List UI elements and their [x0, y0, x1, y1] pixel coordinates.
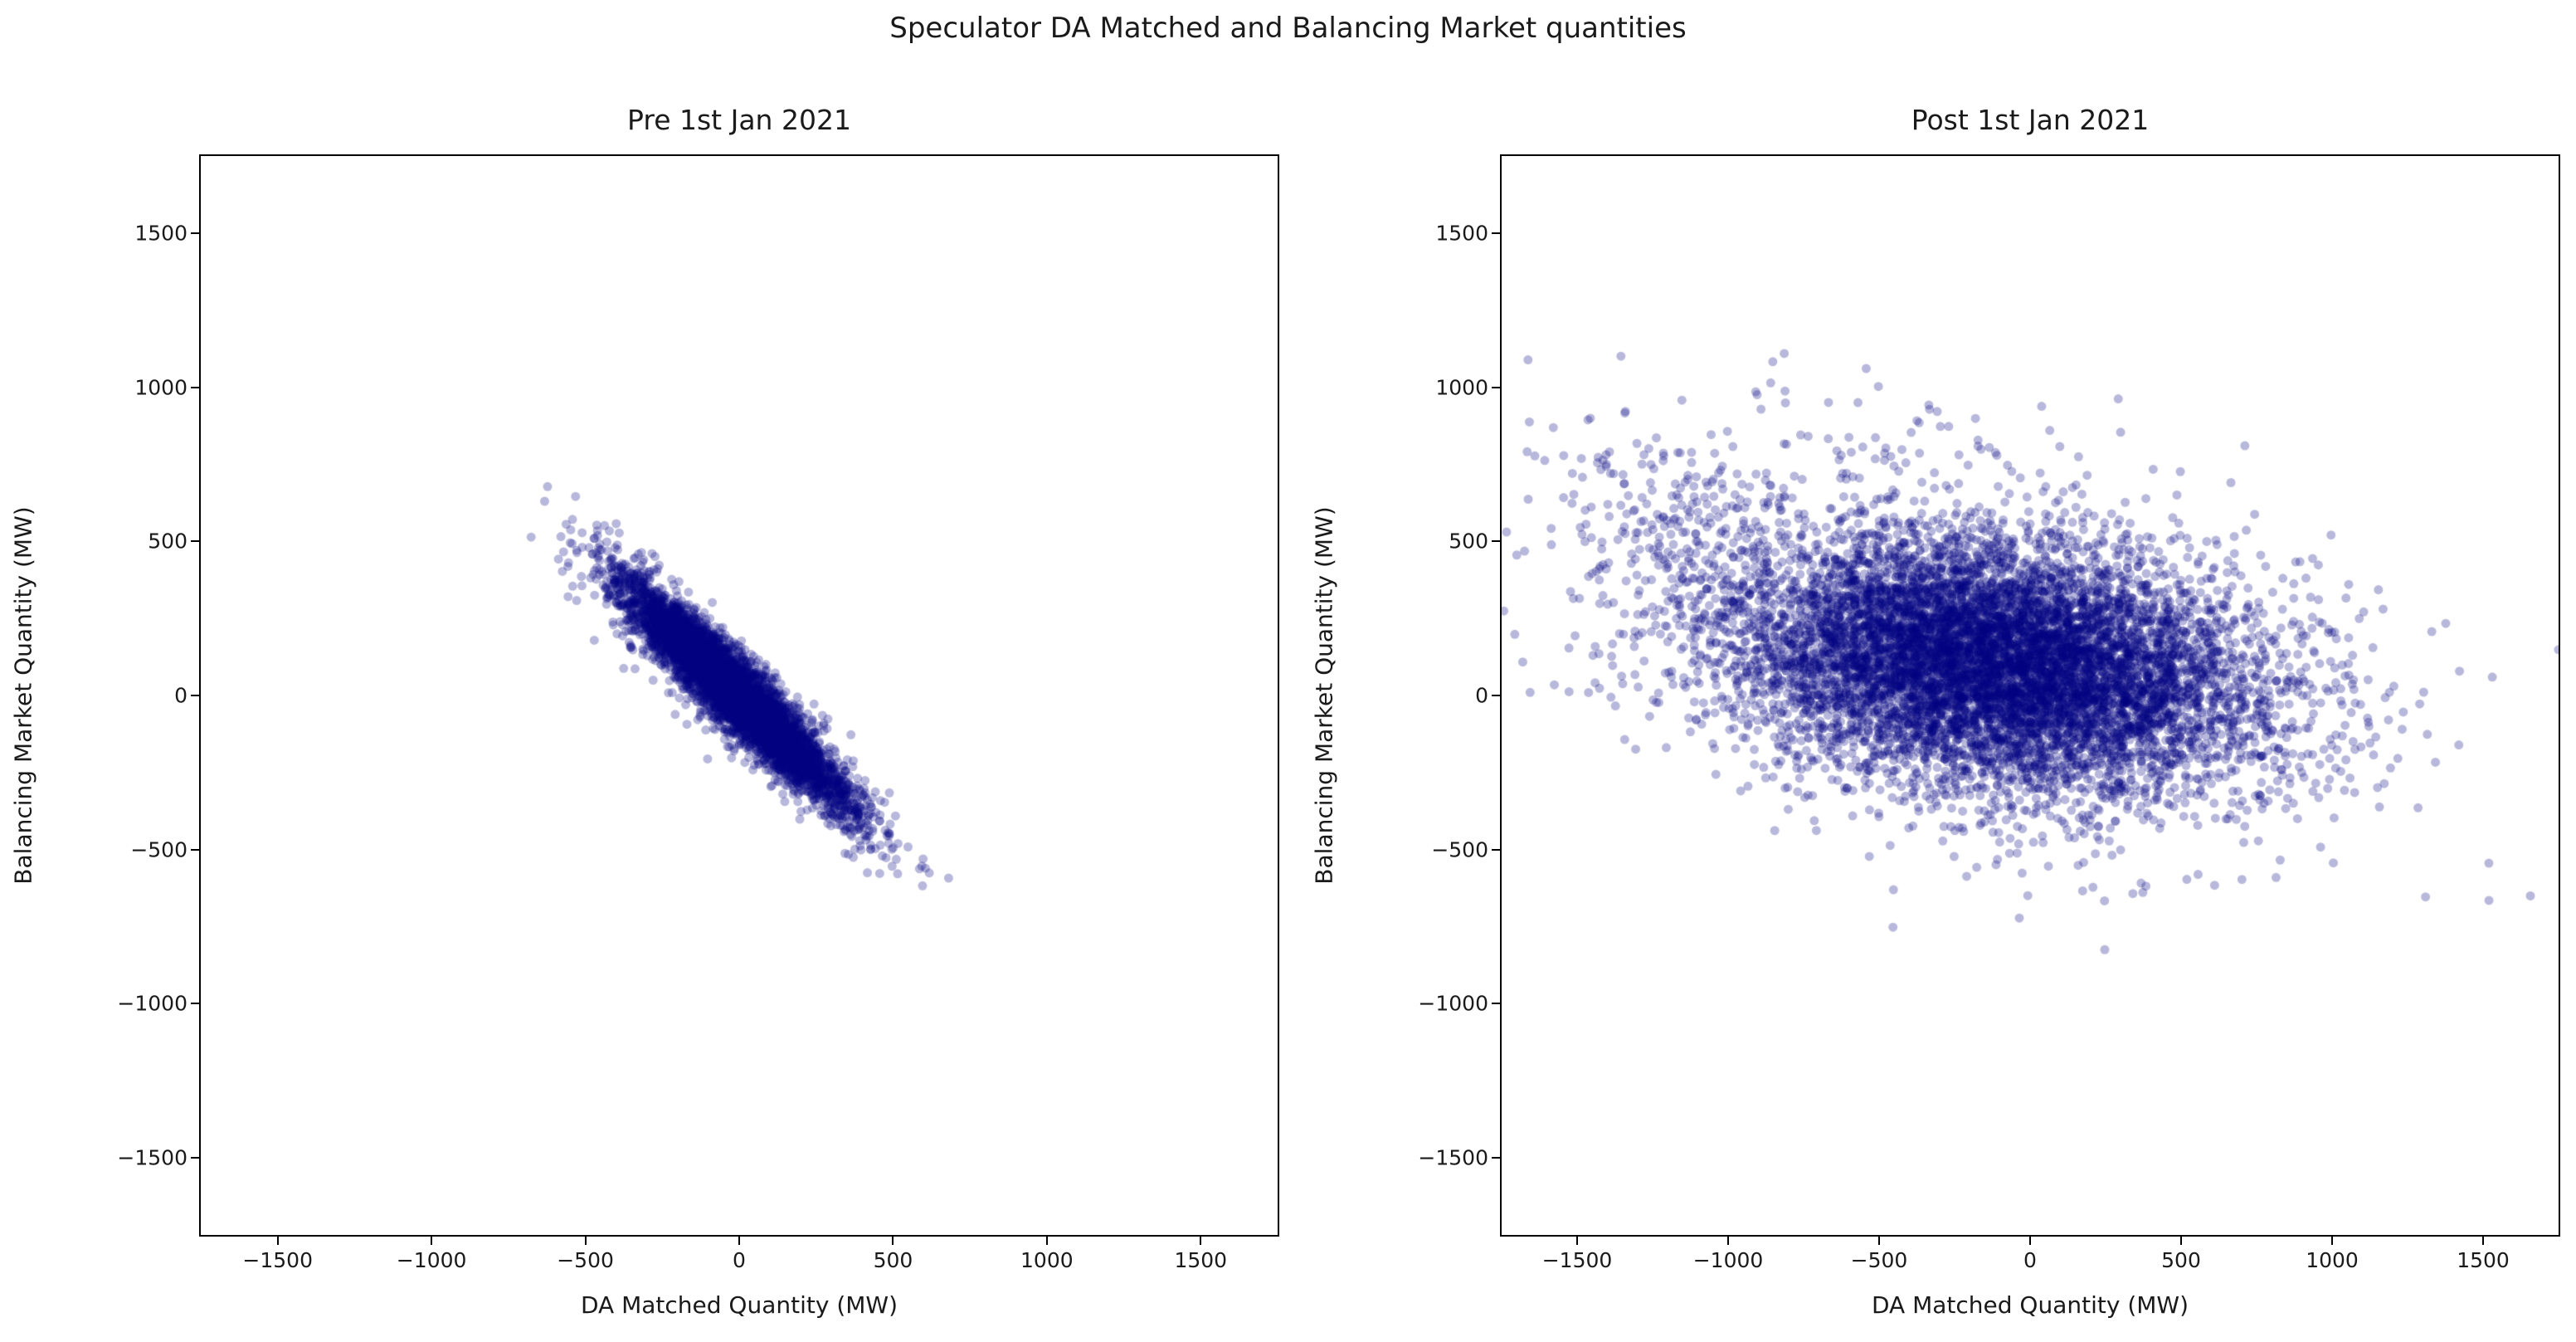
x-tick-label: 1500 [2457, 1248, 2510, 1272]
x-tick-mark [584, 1237, 587, 1245]
x-tick-label: 500 [873, 1248, 913, 1272]
x-tick-mark [1727, 1237, 1729, 1245]
y-tick-mark [1492, 695, 1500, 696]
x-tick-mark [892, 1237, 894, 1245]
y-tick-label: −500 [130, 837, 187, 862]
x-tick-mark [1045, 1237, 1048, 1245]
x-tick-mark [738, 1237, 740, 1245]
y-tick-mark [191, 232, 199, 234]
x-tick-label: 0 [2023, 1248, 2037, 1272]
x-tick-label: −1500 [1541, 1248, 1613, 1272]
y-tick-mark [1492, 386, 1500, 388]
y-tick-mark [1492, 232, 1500, 234]
x-tick-label: −500 [1850, 1248, 1908, 1272]
x-tick-label: −1000 [1692, 1248, 1764, 1272]
x-tick-mark [1200, 1237, 1202, 1245]
subplot-pre: Pre 1st Jan 2021 Balancing Market Quanti… [10, 104, 1279, 1319]
x-tick-mark [2180, 1237, 2182, 1245]
y-tick-label: 1000 [1435, 375, 1488, 400]
y-tick-mark [191, 540, 199, 543]
y-tick-label: 1000 [134, 375, 187, 400]
y-tick-mark [1492, 1157, 1500, 1159]
plot-area: −1500 −1000 −500 0 500 1000 1500 −1500 −1000 −50… [1418, 154, 2560, 1272]
figure-suptitle: Speculator DA Matched and Balancing Mark… [889, 12, 1687, 45]
y-tick-mark [191, 1003, 199, 1005]
x-axis-label: DA Matched Quantity (MW) [1871, 1291, 2189, 1319]
y-tick-mark [191, 848, 199, 851]
y-tick-label: −1500 [117, 1145, 187, 1170]
subplot-title: Pre 1st Jan 2021 [627, 104, 851, 136]
y-tick-label: −1000 [117, 991, 187, 1016]
y-tick-mark [1492, 540, 1500, 543]
subplot-title: Post 1st Jan 2021 [1911, 104, 2150, 136]
x-tick-mark [2331, 1237, 2333, 1245]
y-tick-mark [191, 695, 199, 696]
x-tick-label: 1000 [2306, 1248, 2359, 1272]
y-tick-mark [191, 1157, 199, 1159]
y-tick-label: 1500 [134, 221, 187, 246]
x-tick-label: −500 [557, 1248, 614, 1272]
plot-area: −1500 −1000 −500 0 500 1000 1500 −1500 −1000 −50… [117, 154, 1279, 1272]
subplot-post: Post 1st Jan 2021 Balancing Market Quant… [1311, 104, 2560, 1319]
x-tick-label: −1500 [242, 1248, 313, 1272]
y-tick-mark [1492, 1003, 1500, 1005]
x-tick-label: 1500 [1174, 1248, 1228, 1272]
y-tick-label: −1500 [1418, 1145, 1488, 1170]
x-tick-mark [1576, 1237, 1578, 1245]
x-tick-mark [431, 1237, 433, 1245]
y-tick-mark [1492, 848, 1500, 851]
x-tick-label: 500 [2161, 1248, 2201, 1272]
x-tick-label: −1000 [396, 1248, 467, 1272]
x-tick-label: 0 [733, 1248, 746, 1272]
x-axis-label: DA Matched Quantity (MW) [580, 1291, 898, 1319]
y-tick-label: 500 [148, 529, 187, 554]
y-axis-label: Balancing Market Quantity (MW) [1310, 506, 1338, 885]
x-tick-label: 1000 [1020, 1248, 1074, 1272]
y-tick-label: 500 [1449, 529, 1488, 554]
scatter-canvas [201, 156, 1278, 1235]
x-tick-mark [276, 1237, 279, 1245]
y-tick-label: 1500 [1435, 221, 1488, 246]
y-tick-label: 0 [174, 683, 187, 708]
scatter-canvas [1502, 156, 2559, 1235]
y-tick-label: −1000 [1418, 991, 1488, 1016]
y-tick-label: 0 [1475, 683, 1488, 708]
x-tick-mark [2482, 1237, 2484, 1245]
y-tick-mark [191, 386, 199, 388]
x-tick-mark [2029, 1237, 2031, 1245]
x-tick-mark [1878, 1237, 1880, 1245]
y-axis-label: Balancing Market Quantity (MW) [9, 506, 37, 885]
y-tick-label: −500 [1431, 837, 1488, 862]
